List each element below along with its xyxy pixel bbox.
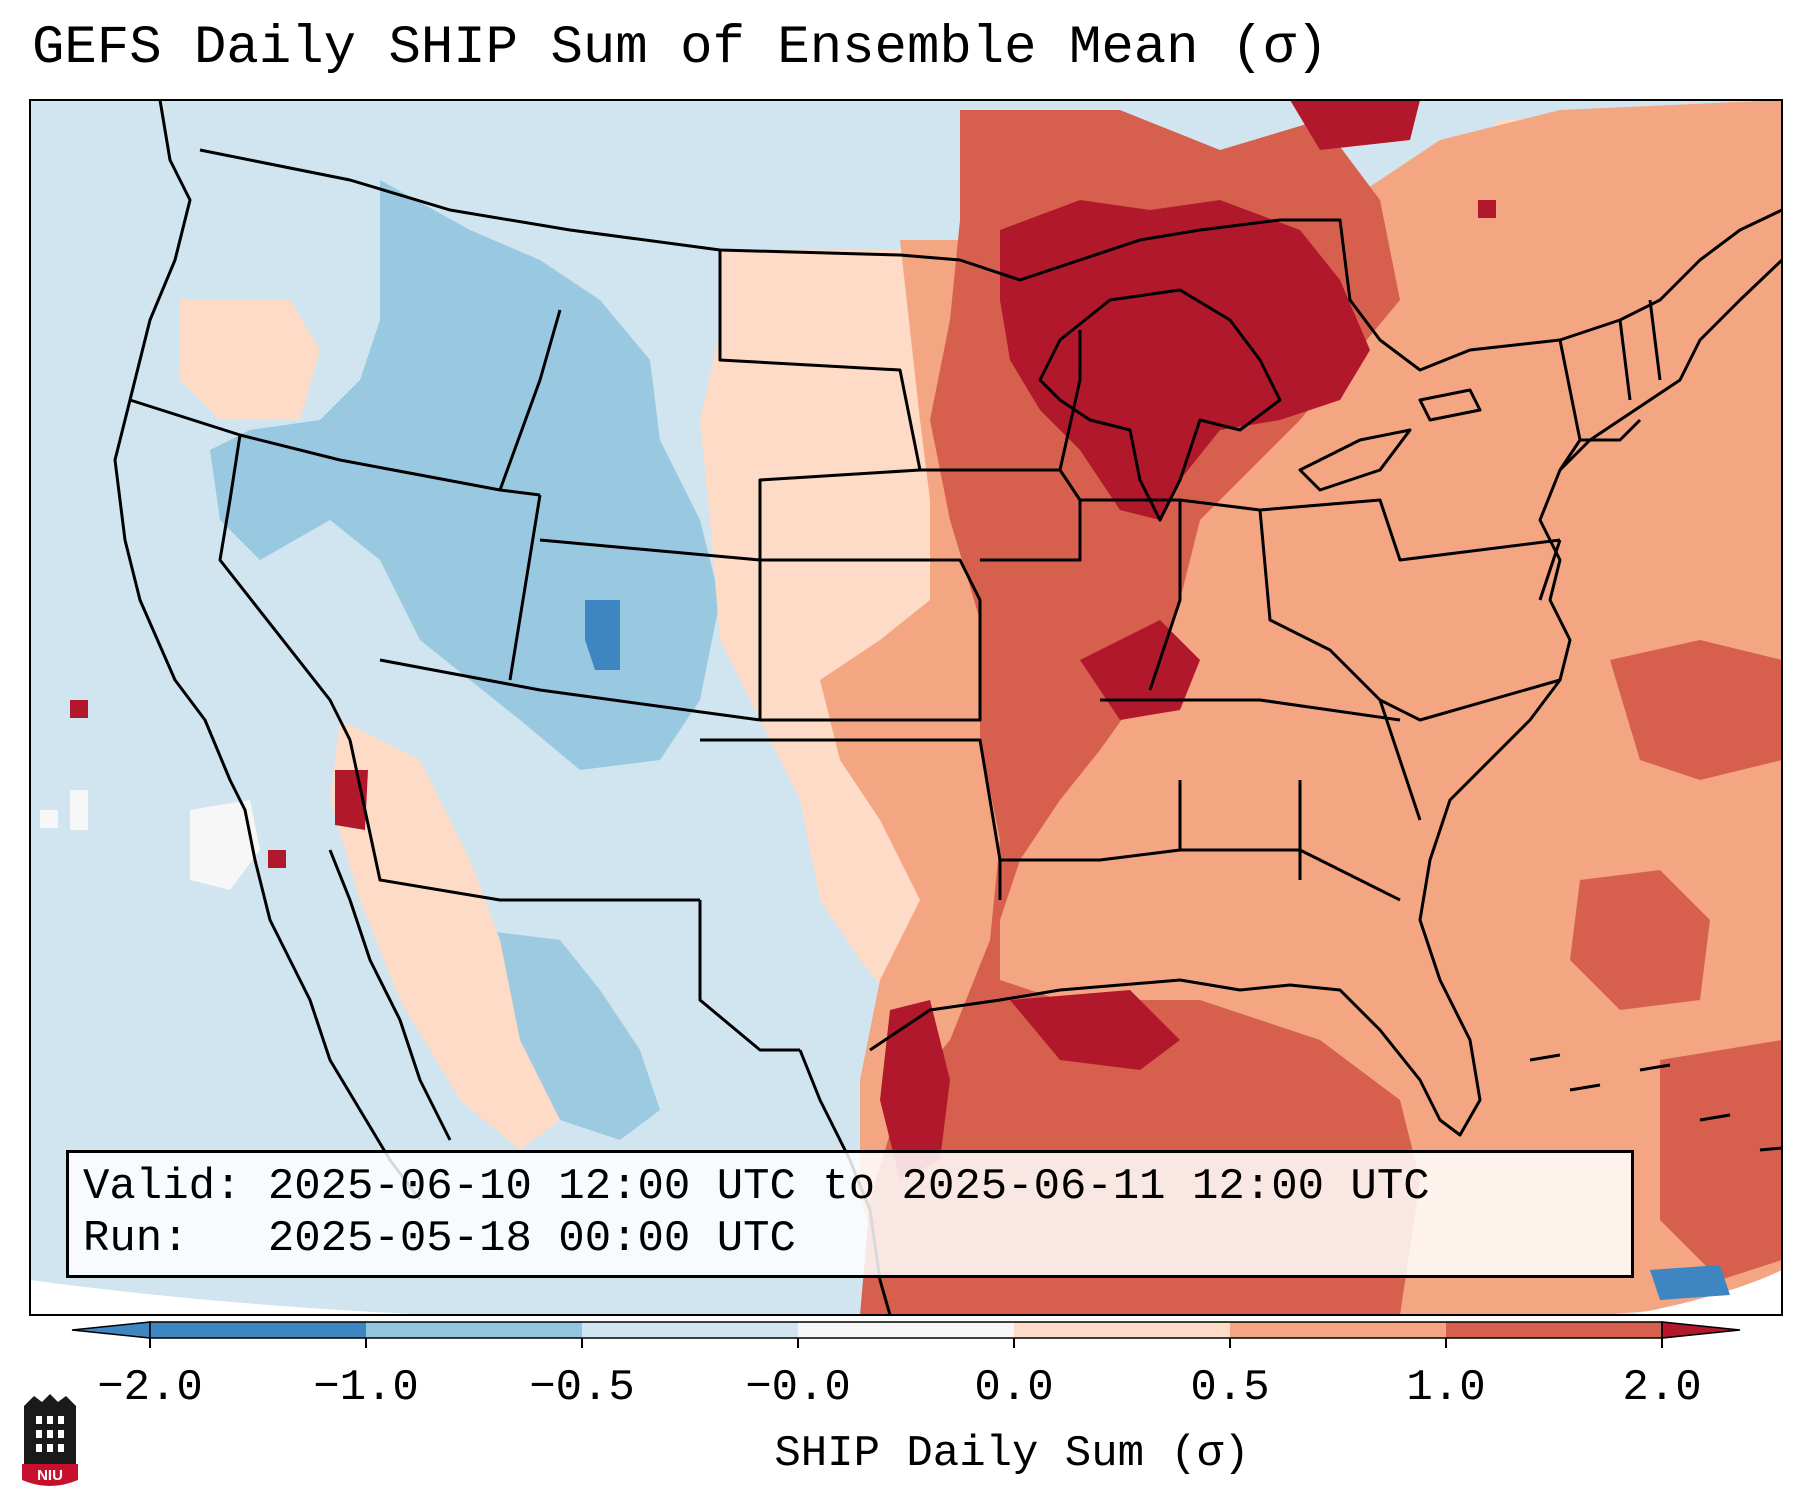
baja-point-positive — [268, 850, 286, 868]
projection-edge — [30, 1280, 433, 1315]
info-box: Valid: 2025-06-10 12:00 UTC to 2025-06-1… — [66, 1150, 1634, 1278]
colorbar-bin-4 — [1014, 1322, 1230, 1338]
colorbar-bin-0 — [150, 1322, 366, 1338]
colorbar-tick-label: 0.5 — [1190, 1363, 1270, 1413]
colorbar-tick-label: −0.5 — [529, 1363, 635, 1413]
west-coastline — [113, 100, 422, 1201]
baja-coastline — [328, 849, 452, 1141]
canada-us-border — [199, 148, 961, 262]
colorbar-bin-2 — [582, 1322, 798, 1338]
new-england-lines — [1558, 299, 1662, 471]
lake-ontario — [1418, 388, 1482, 422]
map-frame — [29, 99, 1783, 1316]
mexico-negative-region — [480, 930, 660, 1140]
cuba-negative — [1650, 1265, 1730, 1300]
colorbar-label: SHIP Daily Sum (σ) — [774, 1429, 1250, 1479]
colorbar-ticks — [149, 1338, 1663, 1348]
pacific-neutral-patch — [190, 800, 260, 890]
pacific-neutral-speck-2 — [70, 790, 88, 830]
valid-value: 2025-06-10 12:00 UTC to 2025-06-11 12:00… — [267, 1162, 1430, 1212]
colorbar-bin-5 — [1230, 1322, 1446, 1338]
boundaries — [113, 100, 1782, 1315]
colorbar-bin-6 — [1446, 1322, 1662, 1338]
lake-erie — [1298, 428, 1412, 492]
colorbar-tick-label: 0.0 — [974, 1363, 1054, 1413]
colorbar — [71, 1321, 1741, 1348]
colorado-strong-negative — [585, 600, 620, 670]
state-lines-east — [1000, 498, 1562, 902]
niu-logo-icon: NIU — [22, 1394, 78, 1486]
state-lines-west — [129, 309, 762, 902]
texas-coast-very-strong-positive — [880, 1000, 950, 1180]
logo-text: NIU — [37, 1467, 63, 1484]
caribbean-strong-positive — [1660, 1040, 1782, 1280]
colorbar-tick-label: 2.0 — [1622, 1363, 1702, 1413]
atlantic-strong-positive — [1610, 640, 1782, 780]
shading-layer — [30, 100, 1782, 1315]
colorbar-extend-low — [71, 1321, 151, 1339]
great-lakes-outline — [1038, 288, 1282, 522]
map-title: GEFS Daily SHIP Sum of Ensemble Mean (σ) — [32, 18, 1329, 79]
colorbar-tick-label: −2.0 — [97, 1363, 203, 1413]
pacific-neutral-speck — [40, 810, 58, 828]
colorbar-extend-high — [1661, 1321, 1741, 1339]
run-label: Run: — [83, 1214, 189, 1264]
great-lakes-very-strong-positive — [1000, 200, 1370, 520]
gulf-coastline — [869, 258, 1782, 1137]
valid-label: Valid: — [83, 1162, 242, 1212]
projection-edge-right — [1628, 1270, 1782, 1315]
colorbar-tick-label: −0.0 — [745, 1363, 851, 1413]
northern-border-east — [959, 208, 1782, 372]
colorbar-tick-label: 1.0 — [1406, 1363, 1486, 1413]
run-value: 2025-05-18 00:00 UTC — [267, 1214, 796, 1264]
southwest-positive — [330, 720, 560, 1150]
caribbean-islands — [1529, 1053, 1782, 1152]
colorbar-bin-3 — [798, 1322, 1014, 1338]
mississippi-very-strong-positive — [1080, 620, 1200, 720]
colorbar-bin-1 — [366, 1322, 582, 1338]
colorbar-outline — [149, 1321, 1663, 1339]
valid-line: Valid: 2025-06-10 12:00 UTC to 2025-06-1… — [83, 1161, 1617, 1213]
colorbar-tick-label: −1.0 — [313, 1363, 419, 1413]
pacific-point-positive — [70, 700, 88, 718]
quebec-point-positive — [1478, 200, 1496, 218]
atlantic-strong-positive-2 — [1570, 870, 1710, 1010]
run-line: Run: 2025-05-18 00:00 UTC — [83, 1213, 1617, 1265]
hudson-very-strong-positive — [1290, 100, 1420, 150]
northwest-weak-positive — [180, 300, 320, 420]
gulf-very-strong-positive — [1010, 990, 1180, 1070]
